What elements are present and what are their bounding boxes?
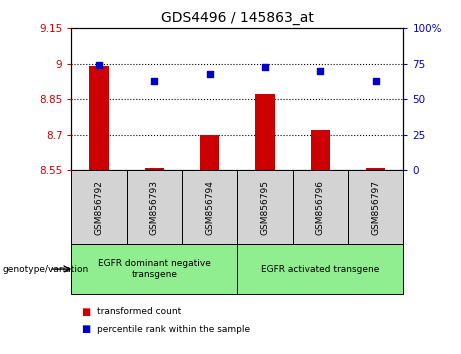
Bar: [71, 244, 237, 294]
Bar: [366, 167, 385, 170]
Text: GSM856795: GSM856795: [260, 179, 270, 235]
Bar: [145, 167, 164, 170]
Text: GSM856796: GSM856796: [316, 179, 325, 235]
Bar: [200, 135, 219, 170]
Point: [372, 78, 379, 84]
Text: transformed count: transformed count: [97, 307, 181, 316]
Text: GSM856793: GSM856793: [150, 179, 159, 235]
Bar: [127, 170, 182, 244]
Point: [151, 78, 158, 84]
Text: genotype/variation: genotype/variation: [2, 264, 89, 274]
Bar: [71, 170, 127, 244]
Bar: [255, 95, 275, 170]
Bar: [237, 244, 403, 294]
Point: [317, 68, 324, 74]
Title: GDS4496 / 145863_at: GDS4496 / 145863_at: [161, 11, 314, 24]
Text: EGFR activated transgene: EGFR activated transgene: [261, 264, 379, 274]
Bar: [348, 170, 403, 244]
Point: [206, 71, 213, 76]
Bar: [293, 170, 348, 244]
Point: [261, 64, 269, 69]
Text: GSM856792: GSM856792: [95, 179, 104, 235]
Bar: [89, 66, 109, 170]
Text: percentile rank within the sample: percentile rank within the sample: [97, 325, 250, 334]
Text: ■: ■: [81, 324, 90, 334]
Text: GSM856794: GSM856794: [205, 179, 214, 235]
Point: [95, 62, 103, 68]
Bar: [182, 170, 237, 244]
Text: GSM856797: GSM856797: [371, 179, 380, 235]
Text: EGFR dominant negative
transgene: EGFR dominant negative transgene: [98, 259, 211, 279]
Bar: [311, 130, 330, 170]
Text: ■: ■: [81, 307, 90, 316]
Bar: [237, 170, 293, 244]
